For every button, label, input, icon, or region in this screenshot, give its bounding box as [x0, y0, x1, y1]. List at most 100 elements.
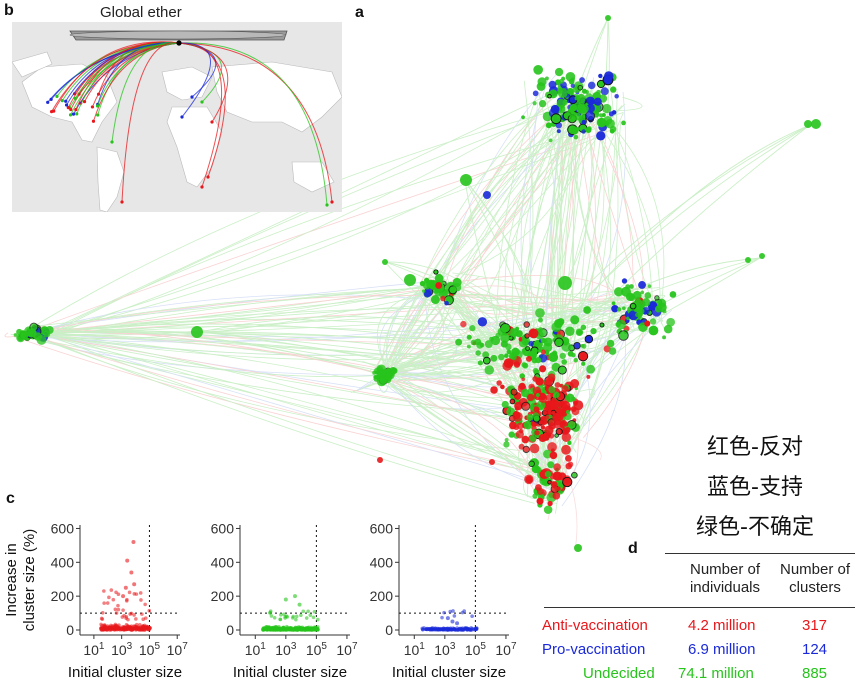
network-node [615, 321, 621, 328]
network-edge [377, 295, 637, 373]
network-edge [41, 301, 649, 343]
network-node [567, 440, 572, 446]
map-node [190, 95, 194, 99]
scatter-point [111, 597, 116, 602]
network-node [629, 302, 637, 310]
network-node [521, 435, 530, 444]
network-edge [40, 330, 561, 482]
network-node [528, 460, 535, 468]
network-node [519, 373, 526, 379]
network-edge [452, 272, 632, 313]
scatter-point [102, 589, 106, 593]
network-node [553, 463, 561, 471]
network-edge [26, 333, 543, 472]
panel-label-d: d [628, 540, 638, 557]
network-edge [540, 257, 761, 379]
network-edge [34, 329, 557, 504]
network-node [552, 492, 561, 500]
y-tick-label: 200 [51, 588, 75, 604]
network-edge [39, 127, 600, 338]
x-tick-label: 103 [275, 641, 297, 658]
network-node [516, 422, 524, 430]
network-node [573, 134, 579, 140]
network-node [533, 64, 543, 75]
legend-pro: 蓝色-支持 [707, 475, 803, 500]
network-edge [17, 334, 544, 465]
scatter-point [134, 617, 138, 621]
network-node [610, 86, 617, 93]
ether-link [111, 42, 180, 143]
map-node [90, 105, 95, 109]
network-node [580, 324, 587, 331]
network-edge [199, 331, 516, 392]
network-edge [443, 87, 562, 289]
network-edge [383, 117, 603, 372]
network-node [663, 324, 673, 334]
scatter-point [262, 627, 266, 632]
scatter-point [122, 628, 127, 632]
ether-link [178, 42, 211, 118]
scatter-point [105, 601, 110, 605]
ether-link [121, 42, 180, 203]
scatter-point [294, 617, 298, 622]
scatter-point [425, 626, 429, 631]
map-node [210, 120, 214, 124]
network-node [546, 401, 551, 406]
network-edge [371, 119, 537, 377]
network-node [27, 328, 37, 338]
network-node [535, 393, 540, 397]
network-edge [384, 261, 519, 372]
network-node [444, 300, 449, 306]
map-node [200, 185, 204, 189]
scatter-point [121, 608, 125, 612]
row-label-pro: Pro-vaccination [542, 641, 646, 658]
scatter-point [460, 626, 465, 630]
network-node [561, 444, 571, 455]
network-node [586, 374, 591, 379]
scatter-point [451, 609, 455, 613]
network-edge [439, 290, 550, 468]
network-node [453, 283, 462, 292]
color-legend: 红色-反对 蓝色-支持 绿色-不确定 [660, 428, 850, 548]
scatter-point [129, 627, 133, 632]
x-tick-label: 101 [83, 641, 105, 658]
scatter-point [297, 602, 302, 607]
scatter-point [143, 602, 147, 607]
network-node [581, 129, 586, 134]
network-node [548, 422, 556, 430]
network-node [45, 325, 54, 335]
network-node [508, 431, 515, 438]
network-node [557, 365, 567, 375]
scatter-anti: 0 200 400 600 101 103 105 107 Initial cluster si… [3, 520, 188, 681]
network-node [503, 441, 510, 448]
global-ether-inset [12, 22, 342, 212]
network-edge [419, 294, 627, 323]
scatter-point [452, 614, 457, 618]
network-node [543, 379, 552, 388]
network-node [525, 346, 530, 351]
network-node [621, 286, 632, 297]
network-node [563, 421, 569, 427]
ether-link [178, 42, 328, 206]
network-node [523, 321, 530, 328]
network-edge [391, 362, 535, 393]
network-node [550, 481, 558, 488]
network-node [498, 353, 505, 361]
network-edge [34, 333, 558, 475]
network-edge [36, 114, 583, 336]
network-edge [546, 297, 616, 487]
network-node [489, 336, 494, 342]
x-axis-title: Initial cluster size [68, 664, 182, 681]
network-node [504, 353, 509, 358]
network-node [376, 368, 386, 378]
network-node [548, 138, 553, 143]
network-edge [386, 284, 429, 379]
network-node [433, 269, 439, 275]
network-node [527, 393, 535, 402]
network-edge [31, 330, 537, 366]
network-edge [376, 304, 631, 374]
network-edge [381, 113, 554, 376]
network-node [548, 386, 556, 394]
scatter-point [100, 610, 105, 615]
scatter-point [279, 613, 283, 617]
